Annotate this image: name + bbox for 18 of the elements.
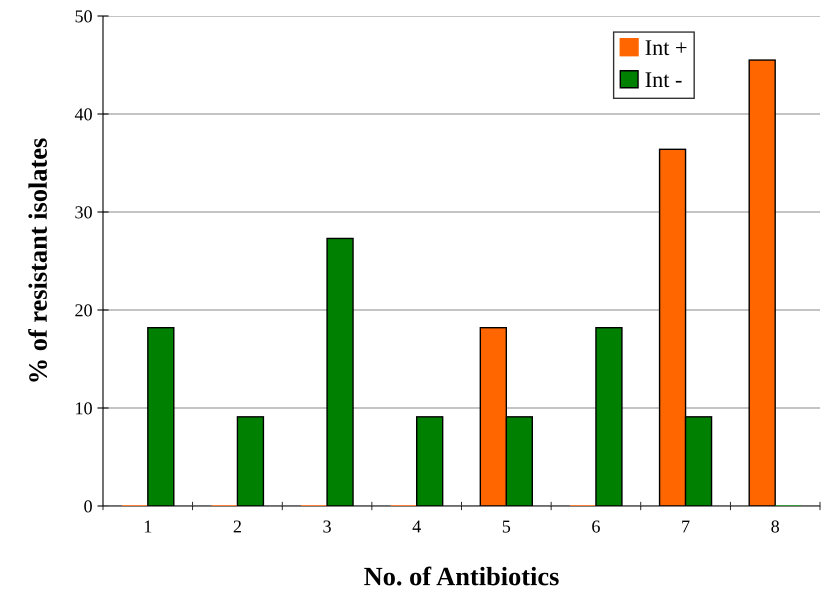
y-tick-label: 20 xyxy=(75,304,92,316)
x-tick-label: 1 xyxy=(144,520,152,532)
y-tick-label: 10 xyxy=(76,402,92,414)
legend-label: Int - xyxy=(646,72,682,88)
x-tick-label: 8 xyxy=(771,520,780,533)
y-tick-label: 30 xyxy=(75,206,92,218)
x-tick-label: 4 xyxy=(412,520,421,532)
y-tick-label: 40 xyxy=(74,108,92,120)
y-tick-label: 50 xyxy=(76,10,92,22)
x-axis-title: No. of Antibiotics xyxy=(364,566,559,586)
x-tick-label: 7 xyxy=(682,520,690,532)
x-tick-label: 5 xyxy=(502,520,510,533)
y-axis-title: % of resistant isolates xyxy=(28,138,48,382)
y-tick-label: 0 xyxy=(84,500,92,512)
x-tick-label: 2 xyxy=(234,520,241,532)
x-tick-label: 6 xyxy=(592,520,600,533)
x-tick-label: 3 xyxy=(323,520,331,533)
legend-label: Int + xyxy=(646,40,686,56)
